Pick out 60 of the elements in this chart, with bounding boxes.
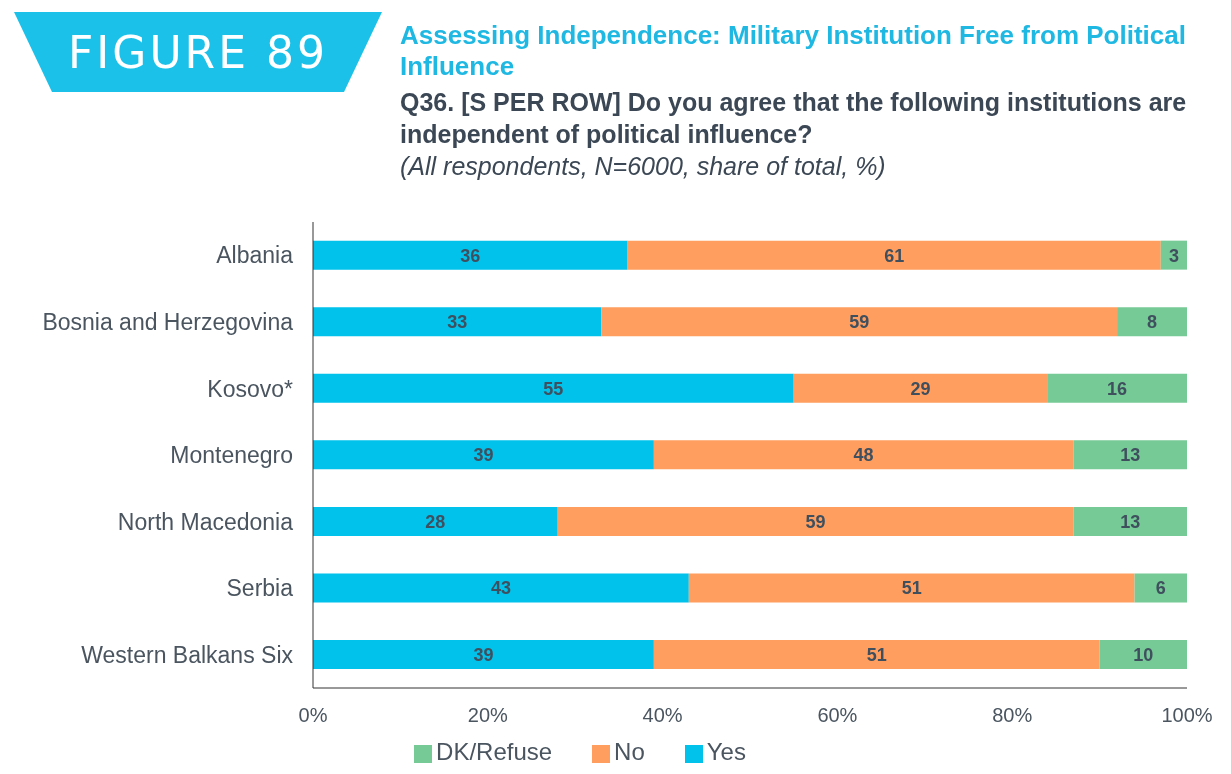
- data-label: 8: [1147, 312, 1158, 333]
- y-tick-label: Kosovo*: [207, 375, 294, 402]
- bar: [313, 240, 628, 270]
- data-label: 61: [884, 245, 905, 266]
- x-tick-label: 60%: [817, 704, 858, 727]
- bar: [1073, 440, 1187, 470]
- data-label: 55: [543, 378, 564, 399]
- bar: [313, 440, 654, 470]
- bar: [1047, 373, 1187, 403]
- data-label: 10: [1133, 644, 1154, 665]
- chart-title: Assessing Independence: Military Institution Free from Political Influence: [400, 20, 1187, 82]
- y-tick-label: Montenegro: [170, 442, 293, 469]
- chart-subtitle: Q36. [S PER ROW] Do you agree that the following institutions are independent of political influence?: [400, 87, 1188, 150]
- bar: [313, 640, 654, 670]
- y-tick-label: Albania: [216, 242, 294, 269]
- bar: [313, 573, 689, 603]
- data-label: 33: [447, 312, 468, 333]
- data-label: 13: [1120, 445, 1141, 466]
- bar: [1099, 640, 1187, 670]
- data-label: 51: [901, 578, 922, 599]
- data-label: 28: [425, 511, 446, 532]
- x-tick-label: 100%: [1161, 704, 1213, 727]
- data-label: 29: [910, 378, 931, 399]
- bar: [793, 373, 1048, 403]
- y-tick-label: Serbia: [226, 575, 294, 602]
- bar: [627, 240, 1161, 270]
- y-tick-label: Western Balkans Six: [81, 641, 294, 668]
- bar: [557, 506, 1074, 536]
- bar: [601, 307, 1118, 337]
- bar: [313, 506, 558, 536]
- data-label: 48: [853, 445, 874, 466]
- data-label: 13: [1120, 511, 1141, 532]
- bar: [653, 440, 1074, 470]
- x-tick-label: 0%: [298, 704, 328, 727]
- y-tick-label: North Macedonia: [117, 508, 294, 535]
- bar: [313, 373, 794, 403]
- data-label: 59: [849, 312, 870, 333]
- y-tick-label: Bosnia and Herzegovina: [42, 309, 294, 336]
- bar: [1117, 307, 1187, 337]
- data-label: 51: [866, 644, 887, 665]
- legend-label: DK/Refuse: [436, 738, 553, 765]
- data-label: 36: [460, 245, 481, 266]
- data-label: 16: [1107, 378, 1128, 399]
- x-tick-label: 20%: [467, 704, 509, 727]
- bar: [1134, 573, 1187, 603]
- bar: [1073, 506, 1187, 536]
- legend-label: Yes: [706, 738, 746, 765]
- text: (All respondents, N=6000, share of total, %): [400, 151, 887, 182]
- x-tick-label: 80%: [992, 704, 1033, 727]
- x-tick-label: 40%: [642, 704, 683, 727]
- bar: [653, 640, 1100, 670]
- legend-label: No: [614, 738, 645, 765]
- data-label: 6: [1155, 578, 1166, 599]
- data-label: 39: [473, 644, 494, 665]
- data-label: 43: [490, 578, 511, 599]
- bar: [313, 307, 602, 337]
- data-label: 3: [1168, 245, 1179, 266]
- data-label: 59: [805, 511, 826, 532]
- bar: [688, 573, 1135, 603]
- data-label: 39: [473, 445, 494, 466]
